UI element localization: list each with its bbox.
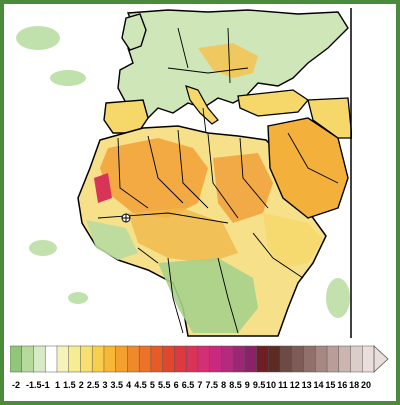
colorbar-swatch	[21, 345, 35, 373]
uk-land	[121, 13, 147, 51]
colorbar-tick-label: 2	[78, 380, 84, 390]
colorbar-tick-label: 12	[289, 380, 300, 390]
colorbar-tick-label: 1.5	[63, 380, 76, 390]
colorbar-tick-label: 5.5	[158, 380, 171, 390]
sahara-orange-east	[213, 153, 273, 223]
colorbar-tick-label: 9	[244, 380, 250, 390]
colorbar-tick-label: 20	[360, 380, 371, 390]
colorbar-swatch	[185, 345, 199, 373]
italy-land	[185, 85, 219, 125]
colorbar-tick-label: 16	[337, 380, 348, 390]
colorbar-swatch	[338, 345, 352, 373]
country-borders	[97, 27, 339, 334]
colorbar-swatch	[221, 345, 234, 373]
colorbar-tick-label: 9.5	[252, 380, 266, 390]
colorbar-tick-label: 13	[301, 380, 312, 390]
colorbar-swatch	[303, 345, 316, 373]
colorbar-tick-label: 15	[325, 380, 336, 390]
colorbar-swatch	[44, 345, 58, 373]
colorbar-tick-label: 10	[266, 380, 277, 390]
low-value-speckles	[16, 26, 350, 318]
colorbar-swatch	[150, 345, 164, 373]
colorbar-swatch	[279, 345, 293, 373]
colorbar-tick-label: 1	[54, 380, 60, 390]
colorbar-tick-label: 11	[278, 380, 288, 390]
colorbar-swatch	[10, 345, 23, 373]
colorbar-swatch	[127, 345, 140, 373]
colorbar-swatch	[80, 345, 93, 373]
colorbar-swatch	[232, 345, 246, 373]
colorbar-swatch	[315, 345, 328, 373]
colorbar-swatch	[350, 345, 363, 373]
colorbar-swatch	[326, 345, 340, 373]
colorbar	[10, 345, 389, 373]
colorbar-tick-label: 5	[149, 380, 155, 390]
colorbar-tick-label: 4.5	[134, 380, 147, 390]
colorbar-swatch	[68, 345, 82, 373]
colorbar-labels: -2 -1.5 -1 1 1.5 2 2.5 3 3.5 4 4.5 5 5.5 6 6.5 7 7.5 8 8.5…	[6, 380, 394, 394]
europe-orange-patch	[198, 43, 258, 78]
colorbar-tick-label: -1.5	[26, 380, 42, 390]
colorbar-swatch	[56, 345, 70, 373]
east-africa-yellow	[263, 213, 323, 268]
colorbar-swatch	[91, 345, 105, 373]
colorbar-tick-label: 7.5	[205, 380, 218, 390]
colorbar-tick-label: 3	[102, 380, 108, 390]
colorbar-tick-label: -2	[11, 380, 21, 390]
colorbar-swatch	[244, 345, 258, 373]
colorbar-swatch	[291, 345, 305, 373]
sahara-red-patch	[94, 173, 112, 203]
colorbar-swatch	[362, 345, 375, 373]
colorbar-tick-label: -1	[41, 380, 50, 390]
colorbar-tick-label: 8	[221, 380, 227, 390]
colorbar-swatch	[197, 345, 211, 373]
colorbar-tick-label: 4	[126, 380, 132, 390]
colorbar-swatch	[174, 345, 187, 373]
colorbar-tick-label: 8.5	[229, 380, 242, 390]
colorbar-arrow	[373, 345, 389, 373]
colorbar-tick-label: 2.5	[86, 380, 100, 390]
colorbar-swatch	[162, 345, 176, 373]
central-marker	[121, 213, 131, 223]
sahel-orange	[128, 208, 238, 263]
colorbar-swatch	[209, 345, 223, 373]
colorbar-swatch	[103, 345, 117, 373]
west-africa-green	[86, 220, 138, 260]
colorbar-swatch	[33, 345, 46, 373]
colorbar-swatch	[115, 345, 129, 373]
turkey-land	[237, 89, 309, 117]
colorbar-tick-label: 6.5	[181, 380, 195, 390]
iran-land	[307, 97, 352, 139]
colorbar-tick-label: 14	[313, 380, 324, 390]
rainfall-map	[8, 8, 352, 338]
colorbar-swatch	[256, 345, 269, 373]
colorbar-tick-label: 18	[349, 380, 360, 390]
colorbar-tick-label: 3.5	[110, 380, 124, 390]
colorbar-swatch	[138, 345, 152, 373]
colorbar-swatch	[268, 345, 281, 373]
colorbar-tick-label: 7	[197, 380, 203, 390]
colorbar-tick-label: 6	[173, 380, 179, 390]
